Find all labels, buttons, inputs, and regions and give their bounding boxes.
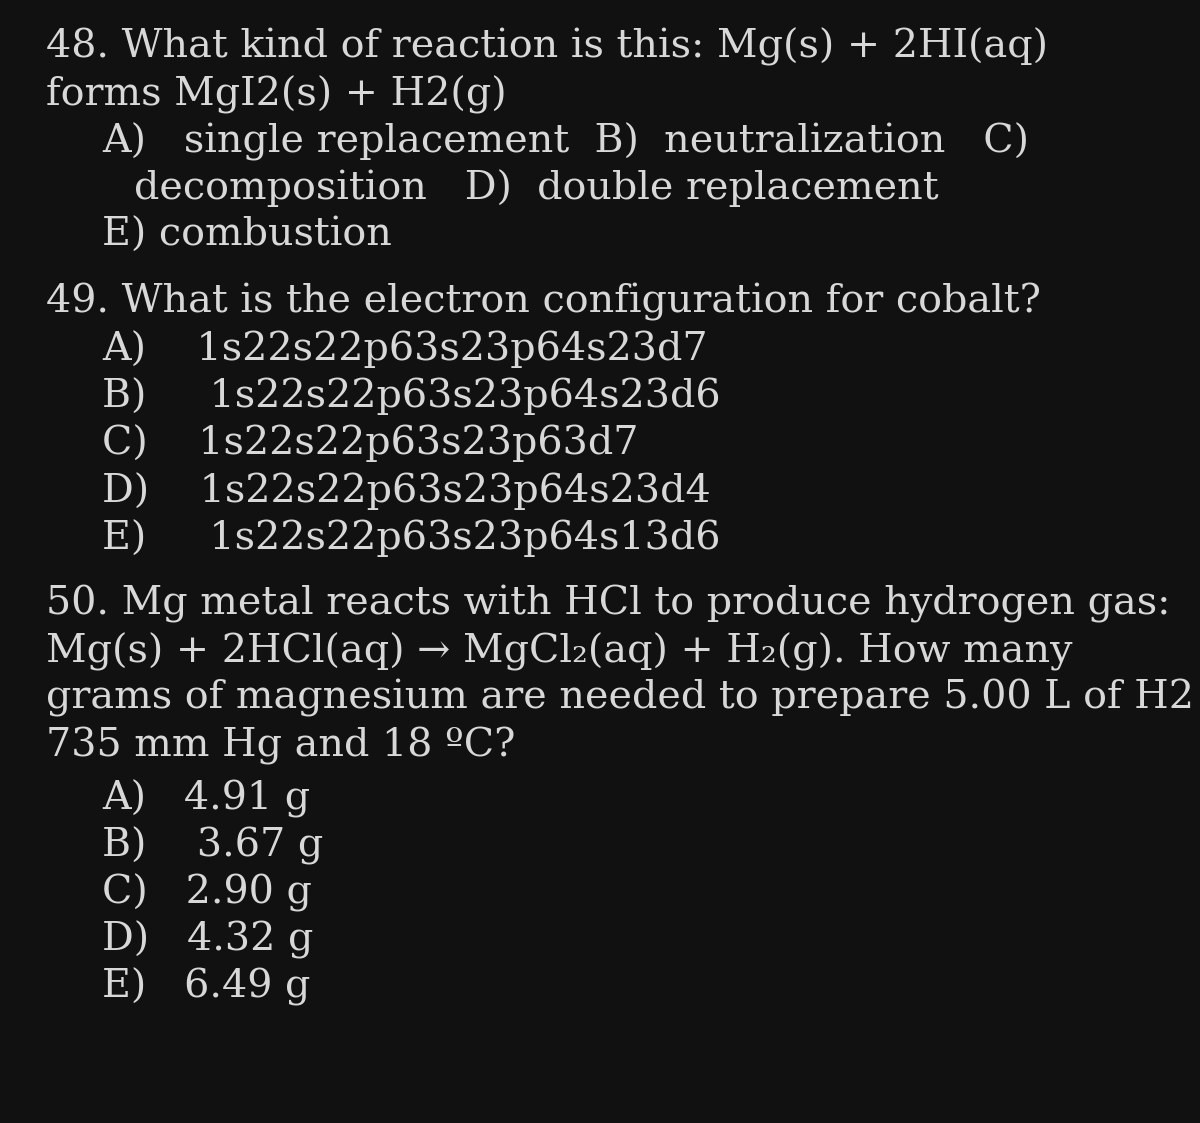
Text: C)    1s22s22p63s23p63d7: C) 1s22s22p63s23p63d7 (102, 424, 638, 463)
Text: D)   4.32 g: D) 4.32 g (102, 921, 313, 959)
Text: A)    1s22s22p63s23p64s23d7: A) 1s22s22p63s23p64s23d7 (102, 330, 708, 368)
Text: D)    1s22s22p63s23p64s23d4: D) 1s22s22p63s23p64s23d4 (102, 472, 710, 510)
Text: E)     1s22s22p63s23p64s13d6: E) 1s22s22p63s23p64s13d6 (102, 519, 720, 557)
Text: forms MgI2(s) + H2(g): forms MgI2(s) + H2(g) (46, 75, 506, 113)
Text: C)   2.90 g: C) 2.90 g (102, 874, 312, 912)
Text: 735 mm Hg and 18 ºC?: 735 mm Hg and 18 ºC? (46, 727, 515, 765)
Text: Mg(s) + 2HCl(aq) → MgCl₂(aq) + H₂(g). How many: Mg(s) + 2HCl(aq) → MgCl₂(aq) + H₂(g). Ho… (46, 632, 1072, 670)
Text: B)    3.67 g: B) 3.67 g (102, 827, 323, 865)
Text: A)   single replacement  B)  neutralization   C): A) single replacement B) neutralization … (102, 122, 1030, 161)
Text: A)   4.91 g: A) 4.91 g (102, 779, 310, 818)
Text: 49. What is the electron configuration for cobalt?: 49. What is the electron configuration f… (46, 283, 1040, 321)
Text: B)     1s22s22p63s23p64s23d6: B) 1s22s22p63s23p64s23d6 (102, 377, 721, 416)
Text: grams of magnesium are needed to prepare 5.00 L of H2 at: grams of magnesium are needed to prepare… (46, 679, 1200, 718)
Text: E)   6.49 g: E) 6.49 g (102, 968, 311, 1006)
Text: 50. Mg metal reacts with HCl to produce hydrogen gas:: 50. Mg metal reacts with HCl to produce … (46, 585, 1170, 623)
Text: E) combustion: E) combustion (102, 217, 392, 254)
Text: decomposition   D)  double replacement: decomposition D) double replacement (134, 170, 940, 208)
Text: 48. What kind of reaction is this: Mg(s) + 2HI(aq): 48. What kind of reaction is this: Mg(s)… (46, 28, 1048, 66)
